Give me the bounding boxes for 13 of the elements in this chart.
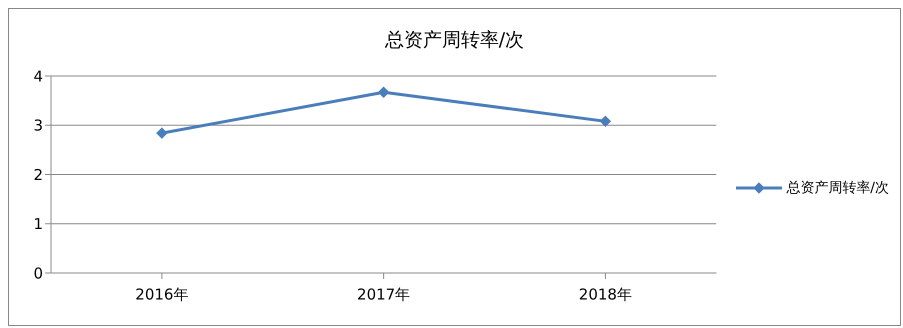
y-tick-label: 4 [33,67,43,86]
x-tick-label: 2018年 [578,286,632,304]
chart-title: 总资产周转率/次 [384,28,526,53]
x-tick-label: 2017年 [357,286,410,304]
legend-label: 总资产周转率/次 [786,179,889,197]
y-tick-label: 0 [33,264,43,282]
y-tick-label: 2 [33,166,43,184]
point [156,128,168,139]
y-tick-label: 1 [33,215,43,234]
point [600,116,611,127]
x-tick-label: 2016年 [135,286,188,304]
y-tick-label: 3 [33,116,43,135]
point [378,86,390,98]
